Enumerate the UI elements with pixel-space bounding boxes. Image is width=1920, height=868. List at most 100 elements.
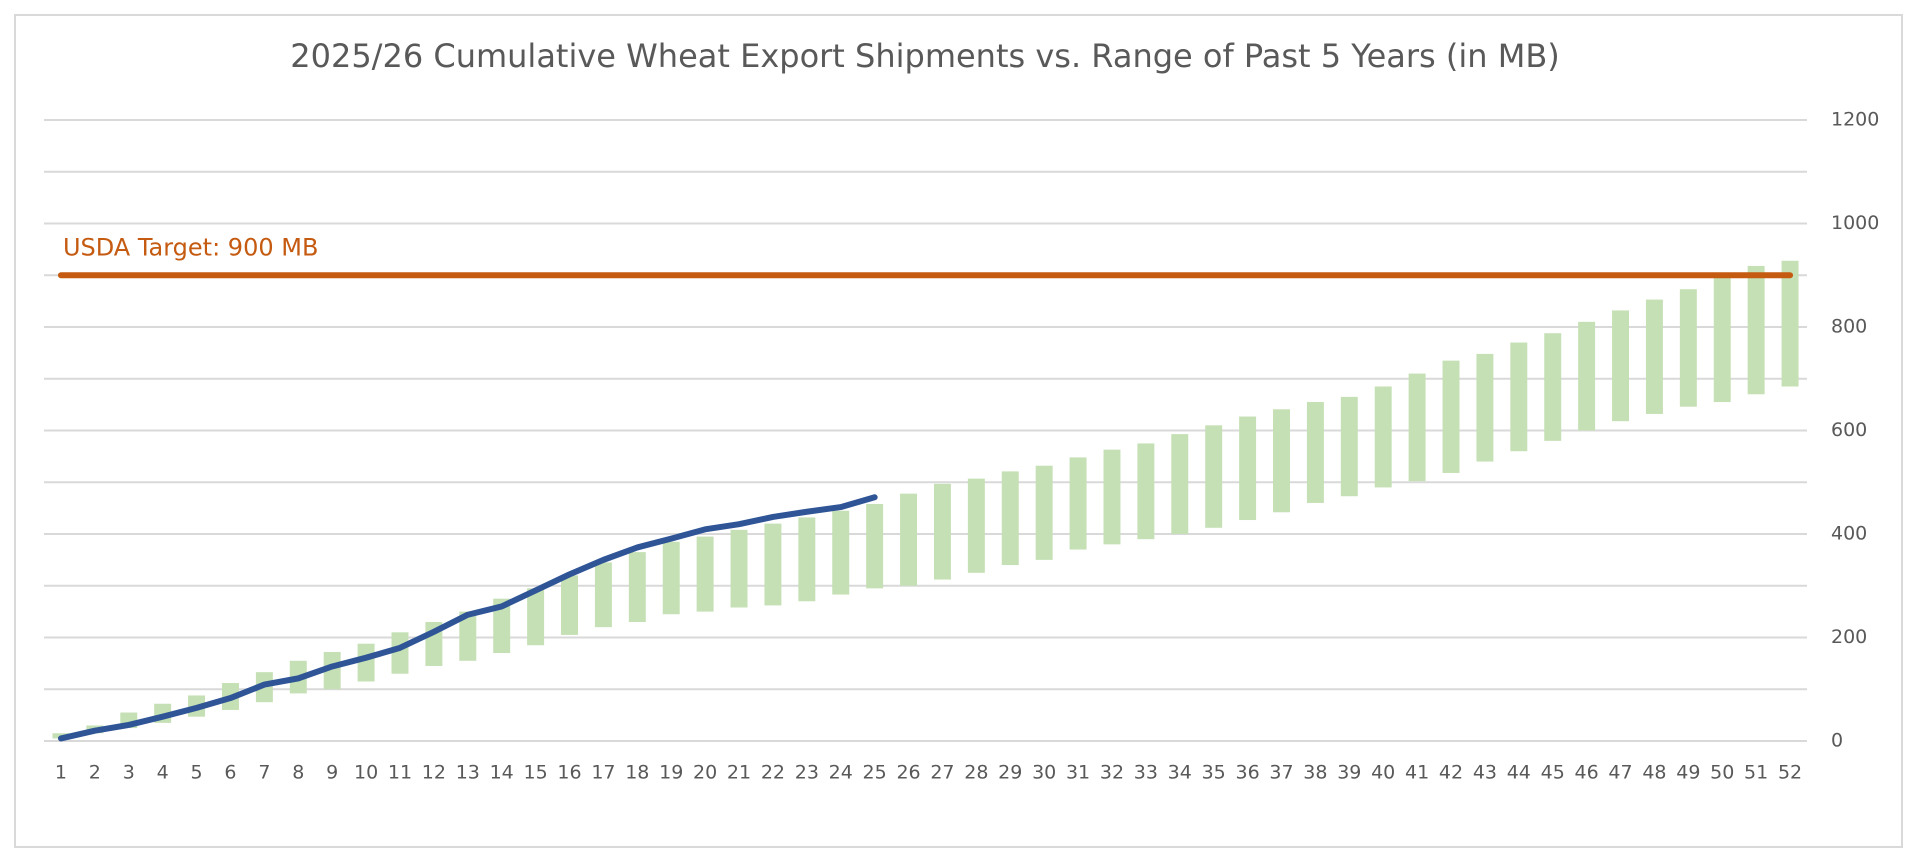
range-bar <box>662 541 680 615</box>
x-tick-label: 4 <box>157 762 169 784</box>
range-bar <box>1747 265 1765 395</box>
x-tick-label: 18 <box>625 762 649 784</box>
range-bar <box>866 503 884 589</box>
x-tick-label: 27 <box>930 762 954 784</box>
x-tick-label: 44 <box>1507 762 1531 784</box>
range-bar <box>1035 465 1053 560</box>
x-tick-label: 20 <box>693 762 717 784</box>
range-bar <box>459 611 477 661</box>
range-bar <box>1476 353 1494 462</box>
x-tick-label: 8 <box>292 762 304 784</box>
x-tick-label: 50 <box>1710 762 1734 784</box>
y-tick-label: 200 <box>1831 626 1867 648</box>
x-tick-label: 36 <box>1235 762 1259 784</box>
x-tick-label: 37 <box>1269 762 1293 784</box>
x-tick-label: 28 <box>964 762 988 784</box>
range-bar <box>1713 276 1731 403</box>
range-bar <box>527 588 545 646</box>
x-tick-label: 26 <box>896 762 920 784</box>
x-tick-label: 21 <box>727 762 751 784</box>
y-tick-label: 1000 <box>1831 212 1879 234</box>
range-bar <box>1001 471 1019 566</box>
range-bar <box>764 523 782 606</box>
range-bar <box>730 529 748 608</box>
range-bar <box>1578 321 1596 431</box>
x-tick-label: 49 <box>1676 762 1700 784</box>
range-bar <box>357 643 375 682</box>
range-bar <box>900 493 918 586</box>
range-bar <box>1103 449 1121 545</box>
x-tick-label: 24 <box>829 762 853 784</box>
y-tick-label: 800 <box>1831 316 1867 338</box>
x-tick-label: 47 <box>1608 762 1632 784</box>
chart-title: 2025/26 Cumulative Wheat Export Shipment… <box>290 37 1560 75</box>
x-tick-label: 1 <box>55 762 67 784</box>
x-tick-label: 43 <box>1473 762 1497 784</box>
x-tick-label: 5 <box>191 762 203 784</box>
x-tick-label: 2 <box>89 762 101 784</box>
x-tick-label: 38 <box>1303 762 1327 784</box>
range-bar <box>1340 396 1358 497</box>
x-tick-label: 13 <box>456 762 480 784</box>
range-bar <box>1510 342 1528 452</box>
x-tick-label: 15 <box>524 762 548 784</box>
x-tick-label: 46 <box>1575 762 1599 784</box>
x-tick-label: 3 <box>123 762 135 784</box>
x-tick-label: 10 <box>354 762 378 784</box>
range-bar <box>1273 409 1290 513</box>
x-tick-label: 45 <box>1541 762 1565 784</box>
target-label: USDA Target: 900 MB <box>63 233 318 261</box>
x-tick-label: 35 <box>1202 762 1226 784</box>
x-tick-label: 39 <box>1337 762 1361 784</box>
x-tick-label: 16 <box>557 762 581 784</box>
x-tick-label: 34 <box>1168 762 1192 784</box>
range-bar <box>1544 333 1562 441</box>
x-tick-label: 17 <box>591 762 615 784</box>
x-tick-label: 25 <box>863 762 887 784</box>
range-bar <box>1069 457 1087 550</box>
x-tick-label: 23 <box>795 762 819 784</box>
range-bar <box>1374 386 1392 488</box>
x-tick-label: 11 <box>388 762 412 784</box>
x-tick-label: 31 <box>1066 762 1090 784</box>
range-bar <box>1171 434 1189 534</box>
range-bar <box>1239 416 1257 521</box>
x-tick-label: 29 <box>998 762 1022 784</box>
range-bar <box>967 478 985 573</box>
range-bar <box>1442 360 1460 473</box>
range-bar <box>561 575 578 635</box>
x-tick-label: 41 <box>1405 762 1429 784</box>
range-bar <box>1137 443 1155 540</box>
x-tick-label: 19 <box>659 762 683 784</box>
range-bar <box>1205 425 1223 528</box>
range-bar <box>1781 260 1799 387</box>
x-tick-label: 42 <box>1439 762 1463 784</box>
x-tick-label: 14 <box>490 762 514 784</box>
range-bar <box>832 510 850 595</box>
x-tick-label: 30 <box>1032 762 1056 784</box>
y-tick-label: 600 <box>1831 419 1867 441</box>
x-tick-label: 22 <box>761 762 785 784</box>
range-bar <box>933 483 951 580</box>
x-tick-label: 32 <box>1100 762 1124 784</box>
x-tick-label: 40 <box>1371 762 1395 784</box>
range-bar <box>493 598 511 654</box>
range-bar <box>696 536 714 612</box>
x-tick-label: 52 <box>1778 762 1802 784</box>
x-tick-label: 9 <box>326 762 338 784</box>
x-tick-label: 12 <box>422 762 446 784</box>
y-tick-label: 400 <box>1831 523 1867 545</box>
shipments-line <box>57 494 878 742</box>
x-tick-label: 6 <box>224 762 236 784</box>
y-tick-label: 0 <box>1831 730 1843 752</box>
range-bar <box>594 562 612 628</box>
x-tick-label: 51 <box>1744 762 1768 784</box>
range-bar <box>798 517 816 602</box>
range-bar <box>1408 373 1426 482</box>
range-bar <box>1679 289 1697 407</box>
range-bar <box>628 552 646 622</box>
range-bar <box>1306 402 1324 503</box>
x-tick-label: 48 <box>1642 762 1666 784</box>
range-bar <box>323 651 341 690</box>
